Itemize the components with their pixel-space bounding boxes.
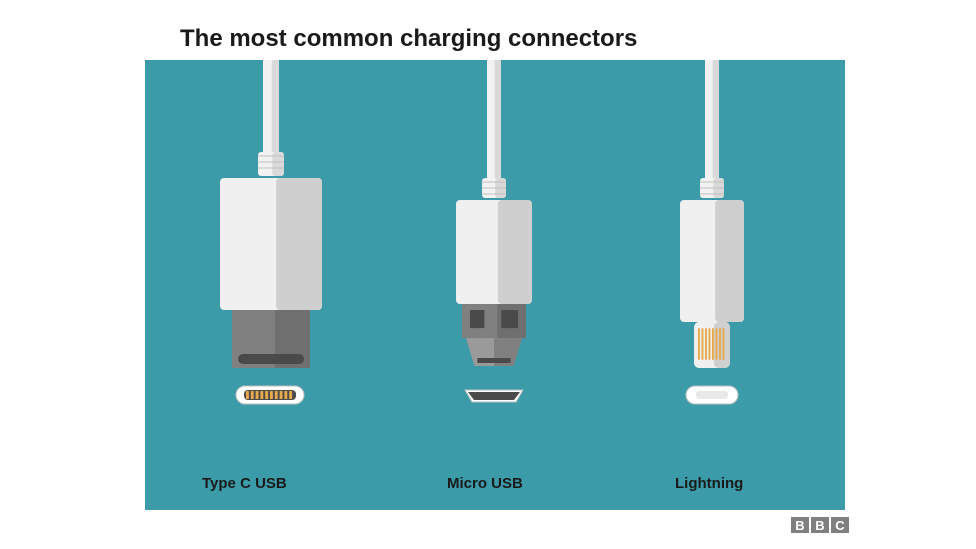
label-type-c: Type C USB <box>202 475 287 492</box>
infographic-canvas: The most common charging connectors Type… <box>0 0 976 549</box>
bbc-letter: B <box>811 517 829 533</box>
label-lightning: Lightning <box>675 475 743 492</box>
bbc-attribution: B B C <box>791 517 849 533</box>
connectors-illustration <box>0 0 976 549</box>
bbc-letter: C <box>831 517 849 533</box>
bbc-letter: B <box>791 517 809 533</box>
label-micro-usb: Micro USB <box>447 475 523 492</box>
